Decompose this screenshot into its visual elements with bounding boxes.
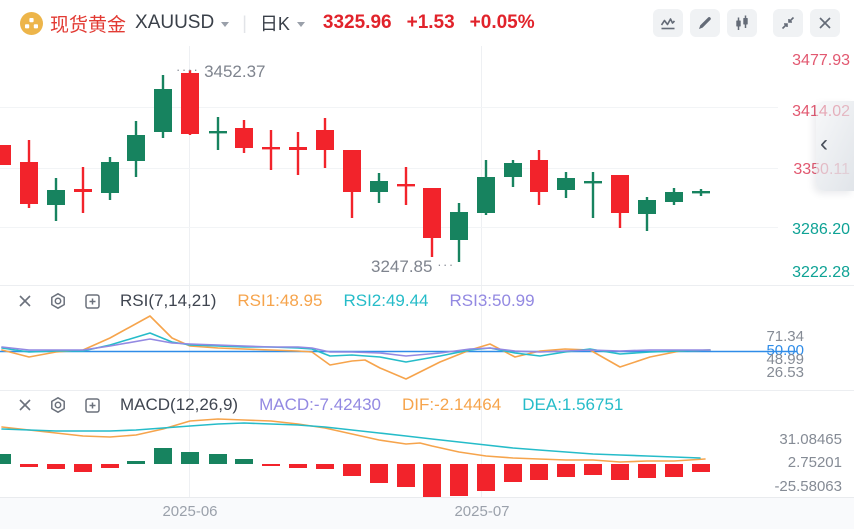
macd-chart[interactable]: [0, 412, 854, 497]
macd-close-button[interactable]: [18, 398, 32, 412]
macd-scale-bottom: -25.58063: [774, 478, 842, 495]
dotted-leader: ···: [437, 257, 455, 272]
rsi-scale-bottom: 26.53: [766, 364, 804, 381]
collapse-arrows-icon: [781, 16, 795, 30]
expand-plus-icon: [85, 293, 100, 309]
rsi-scale-top: 71.34: [766, 328, 804, 345]
rsi2-value: RSI2:49.44: [343, 291, 429, 310]
chart-toolbar: [653, 9, 840, 37]
macd-scale-top: 31.08465: [779, 431, 842, 448]
quote-group: 3325.96 +1.53 +0.05%: [323, 12, 535, 34]
indicator-line-icon: [660, 18, 676, 30]
chevron-down-icon: [296, 22, 305, 27]
draw-pencil-button[interactable]: [690, 9, 720, 37]
price-change-percent: +0.05%: [469, 12, 535, 33]
macd-indicator-name: MACD(12,26,9): [120, 395, 239, 414]
last-price: 3325.96: [322, 12, 392, 33]
time-axis-tick: 2025-06: [162, 503, 218, 520]
price-axis-label: 3477.93: [792, 52, 850, 69]
dea-value: DEA:1.56751: [522, 395, 624, 414]
period-selector[interactable]: 日K: [260, 10, 305, 36]
macd-panel-header: MACD(12,26,9) MACD:-7.42430 DIF:-2.14464…: [18, 391, 623, 419]
instrument-name: 现货黄金: [50, 14, 127, 36]
rsi-expand-button[interactable]: [84, 293, 101, 310]
price-axis-label: 3286.20: [792, 221, 850, 238]
period-label: 日K: [259, 14, 290, 34]
panel-separator: [0, 390, 854, 391]
time-axis-tick: 2025-07: [454, 503, 510, 520]
time-axis[interactable]: [0, 497, 854, 529]
rsi3-value: RSI3:50.99: [449, 291, 535, 310]
rsi-chart[interactable]: [0, 310, 854, 390]
candlestick-chart[interactable]: [0, 46, 854, 285]
panel-separator: [0, 285, 854, 286]
gear-icon: [51, 293, 65, 309]
chart-header: 现货黄金 XAUUSD | 日K 3325.96 +1.53 +0.05%: [0, 0, 854, 46]
rsi-indicator-name: RSI(7,14,21): [120, 291, 217, 310]
rsi-level-label: 50.00: [766, 342, 804, 359]
close-chart-button[interactable]: [810, 9, 840, 37]
price-axis-label: 3222.28: [792, 264, 850, 281]
price-change: +1.53: [406, 12, 455, 33]
low-price-annotation: 3247.85 ···: [371, 257, 455, 276]
close-icon: [819, 17, 831, 29]
rsi-settings-button[interactable]: [49, 292, 67, 310]
month-gridline-june: [189, 46, 190, 497]
candlestick-style-button[interactable]: [727, 9, 757, 37]
close-icon: [19, 399, 31, 411]
close-icon: [19, 295, 31, 307]
macd-expand-button[interactable]: [84, 397, 101, 414]
macd-scale-mid: 2.75201: [787, 454, 842, 471]
rsi-panel-header: RSI(7,14,21) RSI1:48.95 RSI2:49.44 RSI3:…: [18, 287, 535, 315]
gear-icon: [51, 397, 65, 413]
chevron-down-icon: [221, 22, 230, 27]
month-gridline-july: [481, 46, 482, 497]
rsi-close-button[interactable]: [18, 294, 32, 308]
rsi1-value: RSI1:48.95: [237, 291, 323, 310]
high-price-annotation: ···· 3452.37: [176, 62, 266, 81]
macd-value: MACD:-7.42430: [259, 395, 381, 414]
expand-plus-icon: [85, 397, 100, 413]
side-panel-collapse-tab[interactable]: ‹: [816, 101, 854, 191]
header-separator: |: [242, 12, 247, 33]
macd-settings-button[interactable]: [49, 396, 67, 414]
collapse-chart-button[interactable]: [773, 9, 803, 37]
rsi-current-label: 48.99: [766, 351, 804, 368]
symbol-label: XAUUSD: [135, 12, 215, 33]
dotted-leader: ····: [176, 62, 200, 77]
indicator-line-button[interactable]: [653, 9, 683, 37]
symbol-selector[interactable]: XAUUSD: [135, 12, 230, 34]
chevron-left-icon: ‹: [820, 130, 828, 158]
gold-coin-icon: [20, 11, 43, 35]
candlestick-icon: [736, 15, 748, 30]
pencil-icon: [699, 17, 711, 29]
dif-value: DIF:-2.14464: [402, 395, 502, 414]
